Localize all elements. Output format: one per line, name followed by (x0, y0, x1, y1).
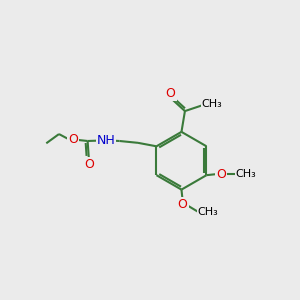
Text: O: O (84, 158, 94, 171)
Text: CH₃: CH₃ (198, 207, 218, 217)
Text: NH: NH (97, 134, 116, 147)
Text: O: O (216, 167, 226, 181)
Text: O: O (178, 198, 188, 211)
Text: CH₃: CH₃ (202, 99, 222, 109)
Text: O: O (166, 87, 176, 100)
Text: O: O (68, 133, 78, 146)
Text: CH₃: CH₃ (236, 169, 256, 179)
